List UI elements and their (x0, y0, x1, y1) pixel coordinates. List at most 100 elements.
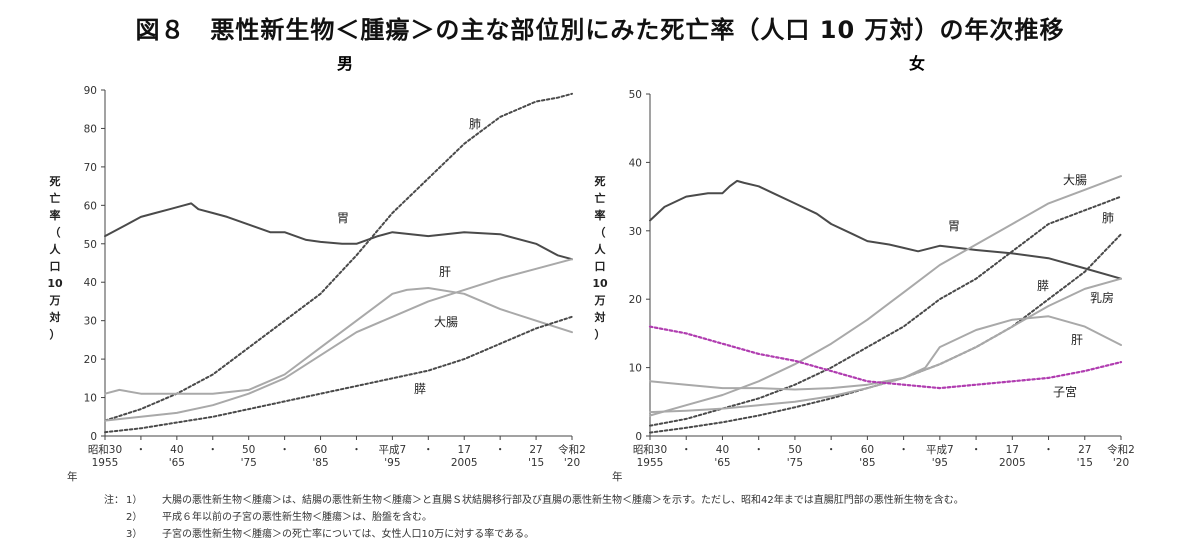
series-label: 胃 (948, 219, 960, 233)
series-line-肺 (649, 195, 1122, 427)
series-label: 膵 (1037, 279, 1049, 293)
y-axis-label-char: 10 (592, 277, 608, 290)
y-tick-label: 0 (635, 431, 642, 443)
notes: 注： 1） 大腸の悪性新生物＜腫瘍＞は、結腸の悪性新生物＜腫瘍＞と直腸Ｓ状結腸移… (104, 492, 964, 543)
y-tick-label: 40 (629, 157, 642, 169)
x-tick-label: ・ (423, 444, 434, 456)
y-tick-label: 40 (84, 277, 97, 289)
x-tick-label: ・ (495, 444, 506, 456)
y-axis-label-char: 率 (50, 208, 61, 222)
series-line-膵 (104, 315, 573, 434)
panel-title: 男 (337, 54, 353, 73)
y-tick-label: 50 (629, 89, 642, 101)
series-line-肝 (649, 315, 1122, 391)
x-tick-label: 17 (1006, 444, 1019, 456)
page-title: 図８ 悪性新生物＜腫瘍＞の主な部位別にみた死亡率（人口 10 万対）の年次推移 (135, 16, 1065, 44)
x-tick-label: '65 (714, 457, 730, 469)
x-tick-label: 令和2 (558, 443, 586, 456)
x-axis-label: 年 (612, 470, 623, 483)
y-axis-label-char: 10 (47, 277, 63, 290)
x-tick-label: 17 (458, 444, 471, 456)
x-tick-label: 令和2 (1107, 443, 1135, 456)
y-axis-label-char: 率 (595, 208, 606, 222)
x-tick-label: ・ (136, 444, 147, 456)
y-axis-label-char: 亡 (595, 191, 606, 205)
series-label: 膵 (414, 382, 426, 396)
y-axis-label-char: 人 (50, 242, 62, 256)
x-tick-label: ・ (753, 444, 764, 456)
note-1: 注： 1） 大腸の悪性新生物＜腫瘍＞は、結腸の悪性新生物＜腫瘍＞と直腸Ｓ状結腸移… (104, 492, 964, 509)
series-label: 子宮 (1053, 384, 1077, 399)
series-line-大腸 (649, 175, 1122, 417)
x-tick-label: '20 (564, 457, 580, 469)
y-tick-label: 10 (629, 363, 642, 375)
x-tick-label: 60 (314, 444, 327, 456)
x-tick-label: 2005 (999, 457, 1026, 469)
note-text: 大腸の悪性新生物＜腫瘍＞は、結腸の悪性新生物＜腫瘍＞と直腸Ｓ状結腸移行部及び直腸… (162, 495, 964, 506)
y-axis-label-char: （ (50, 226, 61, 239)
note-text: 平成６年以前の子宮の悪性新生物＜腫瘍＞は、胎盤を含む。 (162, 512, 432, 523)
series-label: 肝 (1071, 333, 1083, 347)
series-line-大腸 (104, 258, 573, 422)
note-number: 2） (126, 512, 143, 523)
y-tick-label: 90 (84, 85, 97, 97)
note-3: 3） 子宮の悪性新生物＜腫瘍＞の死亡率については、女性人口10万に対する率である… (104, 526, 964, 543)
y-tick-label: 20 (84, 354, 97, 366)
y-axis-label-char: 対 (49, 310, 61, 324)
x-tick-label: ・ (208, 444, 219, 456)
y-axis-label-char: 死 (595, 175, 606, 188)
x-tick-label: 40 (716, 444, 729, 456)
series-line-子宮 (648, 325, 1123, 390)
x-tick-label: '85 (859, 457, 875, 469)
series-line-肝 (104, 287, 573, 395)
y-axis-label-char: 人 (595, 242, 607, 256)
note-number: 1） (126, 495, 143, 506)
x-tick-label: ・ (826, 444, 837, 456)
series-label: 肺 (1102, 211, 1114, 225)
x-tick-label: ・ (681, 444, 692, 456)
note-text: 子宮の悪性新生物＜腫瘍＞の死亡率については、女性人口10万に対する率である。 (162, 529, 535, 540)
x-tick-label: 1955 (92, 457, 119, 469)
x-tick-label: 平成7 (926, 444, 954, 456)
note-number: 3） (126, 529, 143, 540)
x-tick-label: '15 (1077, 457, 1093, 469)
series-label: 肺 (469, 117, 481, 131)
y-tick-label: 20 (629, 294, 642, 306)
x-tick-label: '95 (932, 457, 948, 469)
series-label: 肝 (439, 265, 451, 279)
y-tick-label: 30 (84, 316, 97, 328)
y-axis-label-char: 万 (49, 294, 61, 307)
x-tick-label: '75 (787, 457, 803, 469)
y-axis-label-char: 死 (50, 175, 61, 188)
y-axis-label-char: ） (50, 328, 61, 341)
x-tick-label: ・ (898, 444, 909, 456)
y-tick-label: 80 (84, 123, 97, 135)
series-line-胃 (649, 179, 1122, 280)
y-axis-label-char: 万 (594, 294, 606, 307)
x-tick-label: ・ (1043, 444, 1054, 456)
x-tick-label: 27 (529, 444, 542, 456)
y-tick-label: 70 (84, 162, 97, 174)
series-label: 乳房 (1090, 290, 1114, 305)
y-axis-label-char: 口 (595, 260, 606, 273)
panel-title: 女 (909, 54, 925, 73)
x-tick-label: 50 (242, 444, 255, 456)
x-tick-label: '85 (312, 457, 328, 469)
y-tick-label: 30 (629, 226, 642, 238)
x-axis-label: 年 (67, 470, 78, 483)
x-tick-label: '20 (1113, 457, 1129, 469)
x-tick-label: 2005 (451, 457, 478, 469)
x-tick-label: '15 (528, 457, 544, 469)
note-2: 2） 平成６年以前の子宮の悪性新生物＜腫瘍＞は、胎盤を含む。 (104, 509, 964, 526)
y-tick-label: 50 (84, 239, 97, 251)
x-tick-label: 昭和30 (633, 444, 667, 456)
x-tick-label: '65 (169, 457, 185, 469)
x-tick-label: 60 (861, 444, 874, 456)
x-tick-label: 27 (1078, 444, 1091, 456)
y-axis-label-char: 亡 (50, 191, 61, 205)
x-tick-label: '95 (384, 457, 400, 469)
y-axis-label-char: 口 (50, 260, 61, 273)
series-label: 大腸 (434, 315, 458, 329)
